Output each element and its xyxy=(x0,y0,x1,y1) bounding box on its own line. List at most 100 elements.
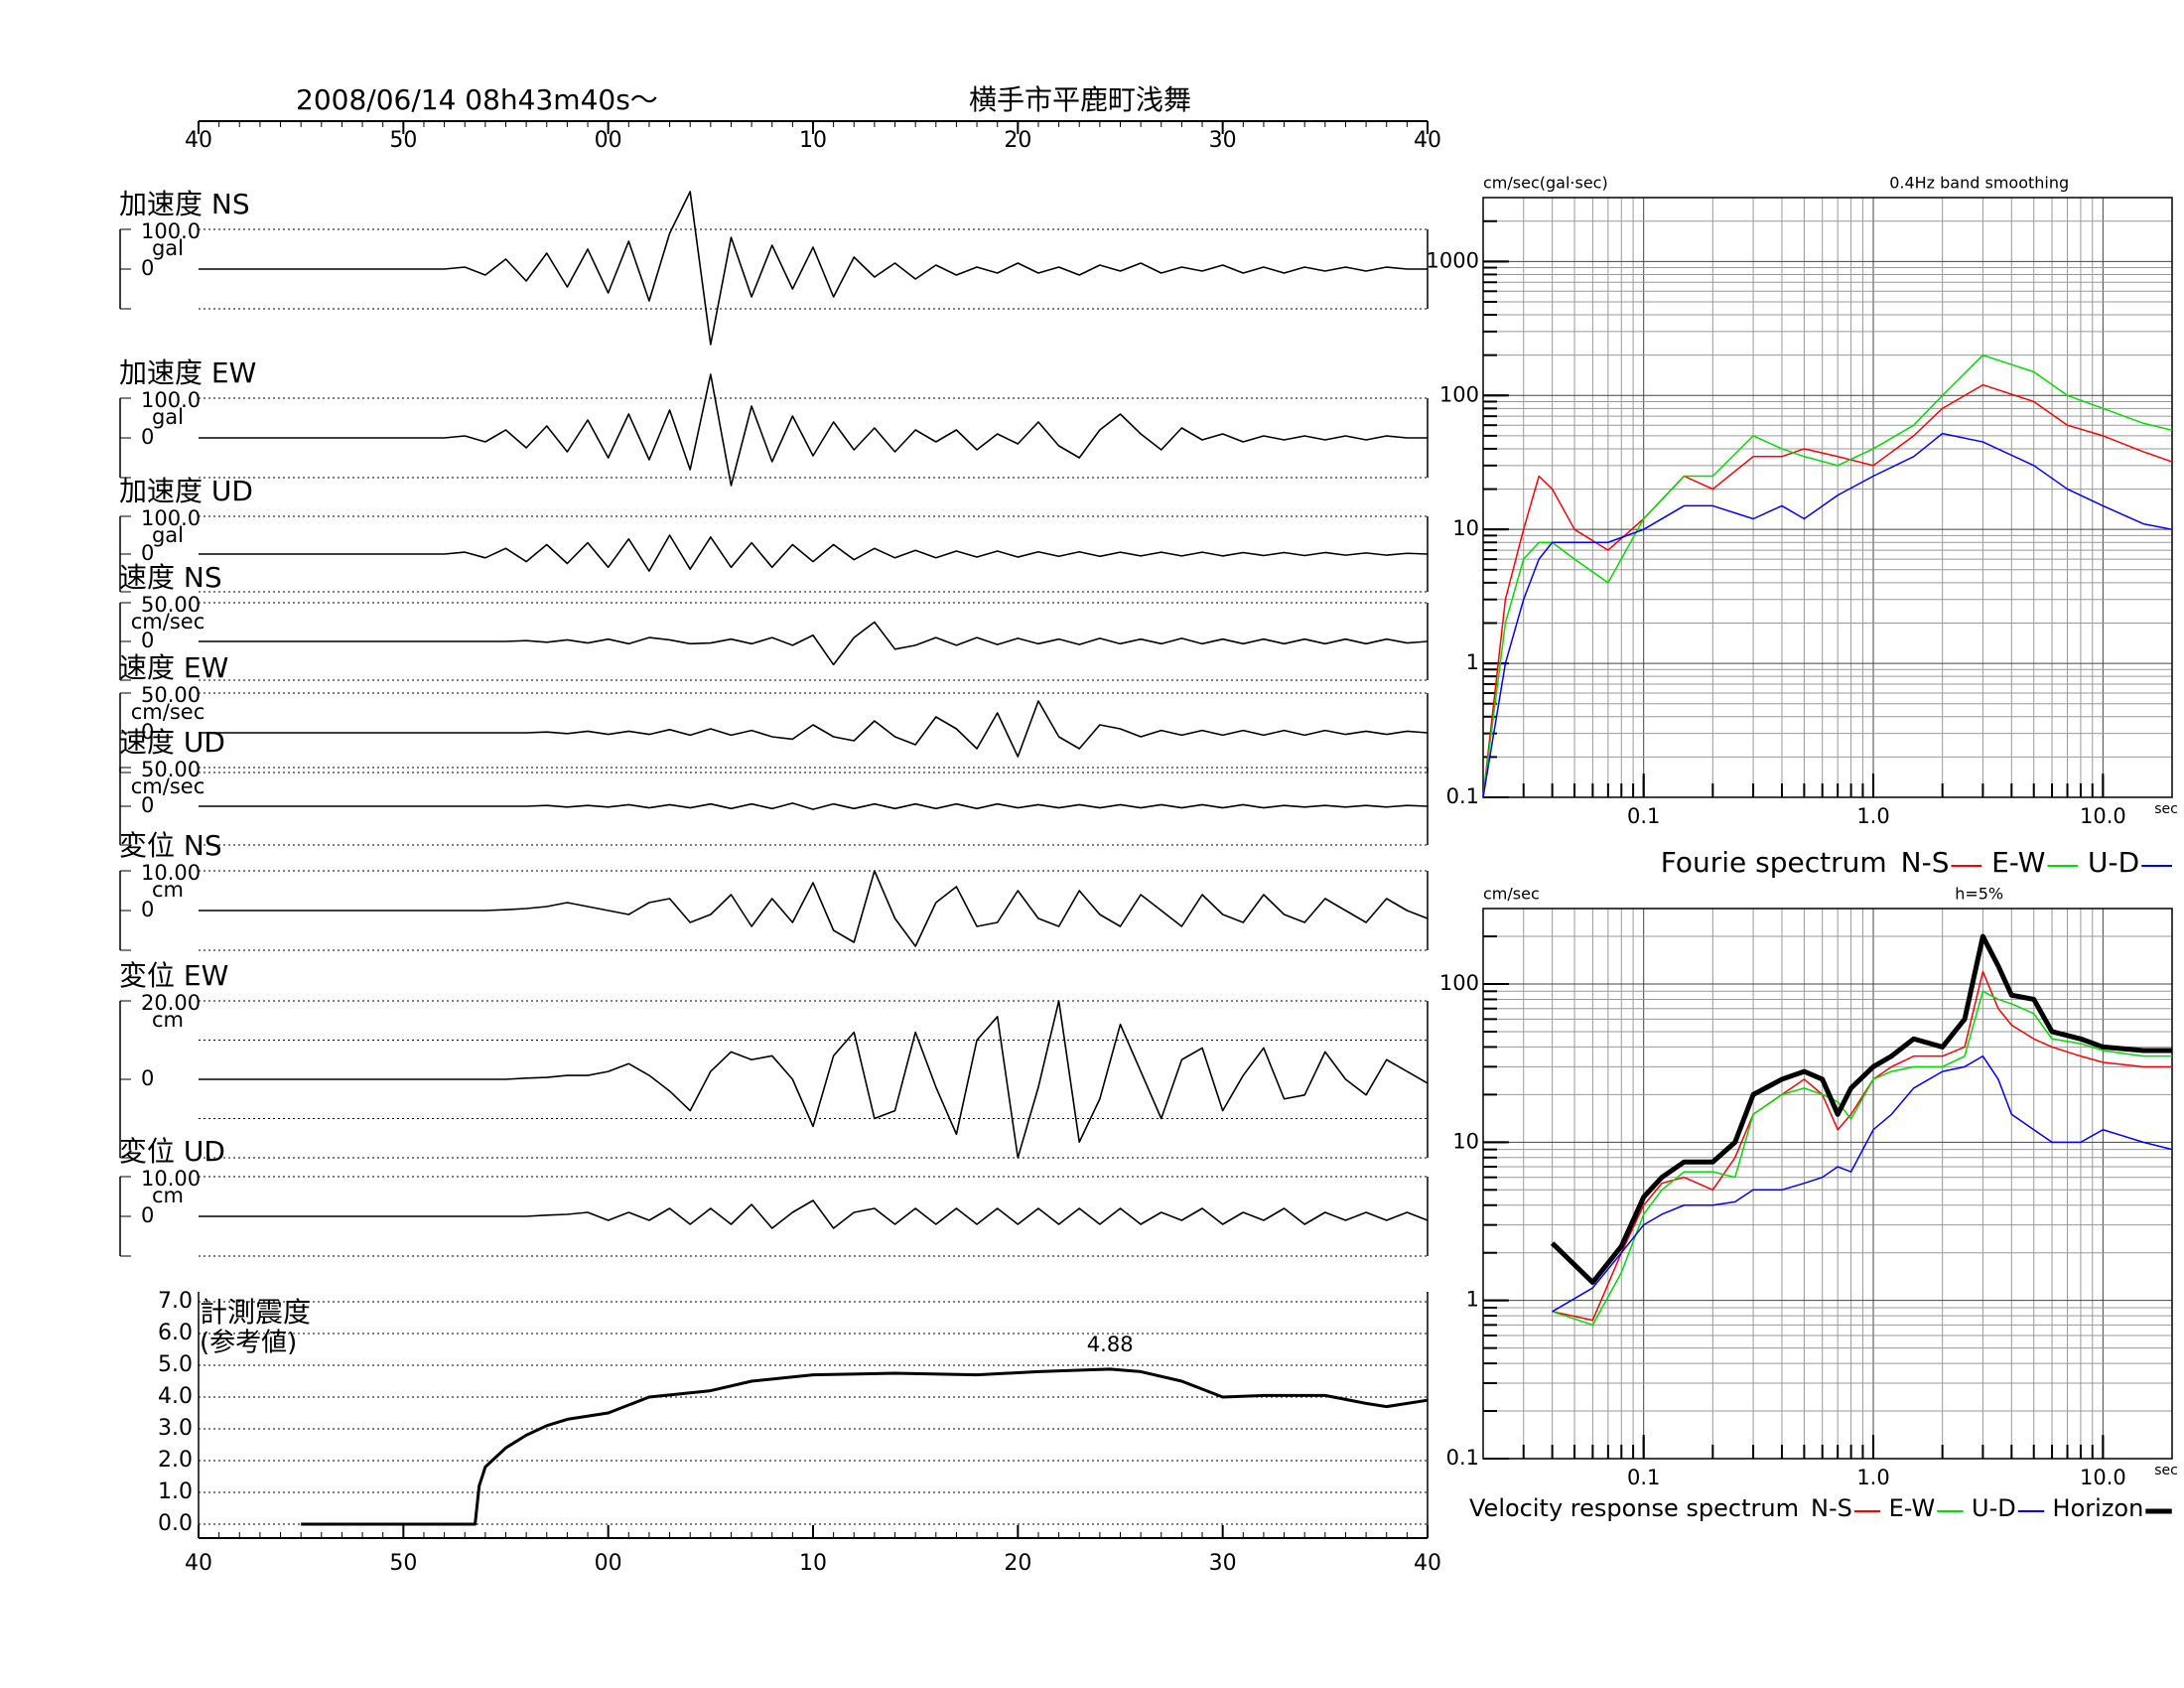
trace xyxy=(199,373,1428,487)
trace xyxy=(199,802,1429,810)
y-tick-label: 0.1 xyxy=(1446,1446,1479,1470)
x-tick-label: 30 xyxy=(1209,128,1237,153)
x-tick-label: 50 xyxy=(389,128,417,153)
trace xyxy=(199,700,1429,758)
unit-label: cm xyxy=(152,1184,184,1207)
x-tick-label: 30 xyxy=(1209,1551,1237,1576)
x-tick-label: 00 xyxy=(595,1551,622,1576)
spectrum-line xyxy=(1482,383,2173,798)
x-tick-label: 40 xyxy=(1414,128,1441,153)
x-tick-label: 10 xyxy=(799,1551,827,1576)
panel-title: 加速度 EW xyxy=(119,356,256,389)
legend: Velocity response spectrum N-S E-W U-D Horiz… xyxy=(1469,1494,2172,1522)
y-tick-label: 0 xyxy=(141,1066,154,1090)
y-tick-label: 5.0 xyxy=(158,1352,193,1377)
legend-title: Velocity response spectrum xyxy=(1469,1494,1799,1522)
y-tick-label: 2.0 xyxy=(158,1448,193,1473)
y-tick-label: 1 xyxy=(1466,1288,1479,1312)
y-tick-label: 1.0 xyxy=(158,1479,193,1504)
x-tick-label: 10 xyxy=(799,128,827,153)
note: h=5% xyxy=(1955,885,2003,904)
trace xyxy=(199,1199,1429,1229)
legend-label: Horizon xyxy=(2053,1494,2144,1522)
panel-title: 変位 EW xyxy=(119,959,228,992)
spectrum-line xyxy=(1482,353,2173,798)
panel-subtitle: (参考値) xyxy=(200,1329,297,1358)
panel-title: 変位 UD xyxy=(119,1135,225,1168)
x-axis-label: sec xyxy=(2154,1463,2178,1478)
note: 0.4Hz band smoothing xyxy=(1889,174,2069,193)
x-tick-label: 10.0 xyxy=(2080,804,2126,828)
y-tick-label: 1000 xyxy=(1427,248,1479,272)
legend-label: E-W xyxy=(1991,846,2045,879)
x-tick-label: 0.1 xyxy=(1627,1466,1660,1489)
legend-label: E-W xyxy=(1889,1494,1936,1522)
x-axis-label: sec xyxy=(2154,801,2178,817)
y-tick-label: 100.0 xyxy=(141,506,201,530)
panel-title: 変位 NS xyxy=(119,829,222,862)
y-tick-label: 4.0 xyxy=(158,1384,193,1409)
y-tick-label: 0 xyxy=(141,629,154,652)
x-tick-label: 20 xyxy=(1004,128,1031,153)
y-tick-label: 0 xyxy=(141,720,154,744)
y-axis-label: cm/sec xyxy=(1483,885,1540,904)
y-tick-label: 50.00 xyxy=(141,683,201,707)
x-tick-label: 0.1 xyxy=(1627,804,1660,828)
x-tick-label: 20 xyxy=(1004,1551,1031,1576)
panel-title: 加速度 UD xyxy=(119,475,253,507)
trace xyxy=(199,191,1428,346)
value-label: 4.88 xyxy=(1087,1333,1134,1356)
x-tick-label: 40 xyxy=(185,1551,212,1576)
y-tick-label: 0 xyxy=(141,541,154,565)
unit-label: gal xyxy=(152,236,184,260)
plot-frame xyxy=(1482,197,2173,798)
panel-title: 計測震度 xyxy=(200,1296,311,1329)
legend-label: N-S xyxy=(1811,1494,1852,1522)
y-tick-label: 0 xyxy=(141,256,154,280)
unit-label: cm/sec xyxy=(131,610,205,633)
x-tick-label: 10.0 xyxy=(2080,1466,2126,1489)
plot-frame xyxy=(1482,908,2173,1460)
y-tick-label: 7.0 xyxy=(158,1289,193,1314)
y-tick-label: 1 xyxy=(1466,650,1479,674)
y-tick-label: 0 xyxy=(141,898,154,921)
y-tick-label: 100 xyxy=(1439,971,1479,995)
y-tick-label: 20.00 xyxy=(141,991,201,1015)
trace xyxy=(199,534,1429,572)
y-tick-label: 50.00 xyxy=(141,593,201,617)
y-tick-label: 0.1 xyxy=(1446,784,1479,808)
spectrum-line xyxy=(1552,1055,2173,1313)
spectrum-line xyxy=(1482,432,2173,798)
y-tick-label: 0 xyxy=(141,793,154,817)
spectrum-line xyxy=(1552,990,2172,1327)
intensity-line xyxy=(301,1367,1429,1526)
y-tick-label: 100.0 xyxy=(141,388,201,412)
y-tick-label: 100 xyxy=(1439,382,1479,406)
legend-label: N-S xyxy=(1901,846,1950,879)
y-tick-label: 0.0 xyxy=(158,1511,193,1536)
y-tick-label: 3.0 xyxy=(158,1416,193,1441)
y-tick-label: 10.00 xyxy=(141,1167,201,1191)
panel-title: 速度 EW xyxy=(119,651,228,684)
trace xyxy=(199,1000,1429,1159)
y-tick-label: 50.00 xyxy=(141,758,201,781)
unit-label: cm/sec xyxy=(131,774,205,798)
trace xyxy=(199,621,1429,666)
y-tick-label: 100.0 xyxy=(141,219,201,243)
x-tick-label: 1.0 xyxy=(1856,804,1889,828)
panel-title: 速度 UD xyxy=(119,726,225,759)
x-tick-label: 1.0 xyxy=(1856,1466,1889,1489)
y-axis-label: cm/sec(gal·sec) xyxy=(1483,174,1608,193)
y-tick-label: 10 xyxy=(1452,1129,1479,1153)
legend: Fourie spectrum N-S E-W U-D xyxy=(1661,846,2172,879)
panel-title: 速度 NS xyxy=(119,561,222,594)
unit-label: cm xyxy=(152,1008,184,1032)
legend-label: U-D xyxy=(2088,846,2139,879)
x-tick-label: 00 xyxy=(595,128,622,153)
legend-label: U-D xyxy=(1972,1494,2016,1522)
spectrum-line xyxy=(1550,933,2172,1286)
date: 2008/06/14 08h43m40s〜 xyxy=(296,83,658,116)
